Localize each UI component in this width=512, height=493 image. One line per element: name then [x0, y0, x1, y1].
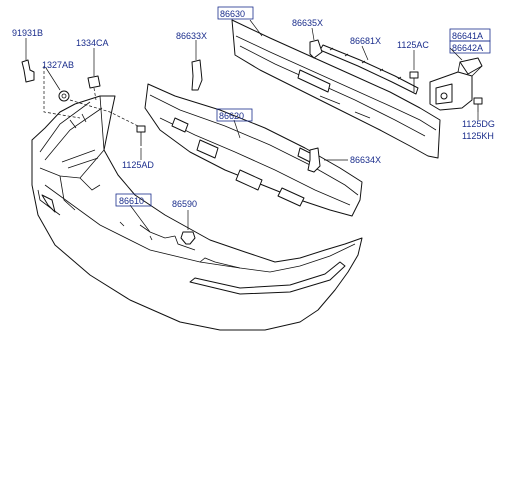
- label-86590: 86590: [172, 199, 197, 209]
- label-86620: 86620: [219, 111, 244, 121]
- label-1125KH: 1125KH: [462, 131, 494, 141]
- bumper-cover: [31, 95, 363, 331]
- reinforcement-beam: [231, 19, 441, 159]
- label-86642A: 86642A: [452, 43, 483, 53]
- label-86635X: 86635X: [292, 18, 323, 28]
- label-86630: 86630: [220, 9, 245, 19]
- label-1334CA: 1334CA: [76, 38, 109, 48]
- rail-strip: [319, 44, 419, 95]
- energy-absorber: [144, 83, 363, 217]
- label-1125DG: 1125DG: [462, 119, 495, 129]
- label-1125AC: 1125AC: [397, 40, 429, 50]
- label-86634X: 86634X: [350, 155, 381, 165]
- label-frames: [115, 6, 491, 207]
- fasteners: [21, 39, 483, 245]
- label-86633X: 86633X: [176, 31, 207, 41]
- label-91931B: 91931B: [12, 28, 43, 38]
- label-1125AD: 1125AD: [122, 160, 154, 170]
- leader-lines: [25, 19, 479, 233]
- part-labels: 91931B 1334CA 1327AB 86633X 86630 86635X…: [12, 9, 495, 209]
- label-1327AB: 1327AB: [42, 60, 74, 70]
- label-86681X: 86681X: [350, 36, 381, 46]
- label-86610: 86610: [119, 196, 144, 206]
- side-bracket: [429, 57, 483, 111]
- label-86641A: 86641A: [452, 31, 483, 41]
